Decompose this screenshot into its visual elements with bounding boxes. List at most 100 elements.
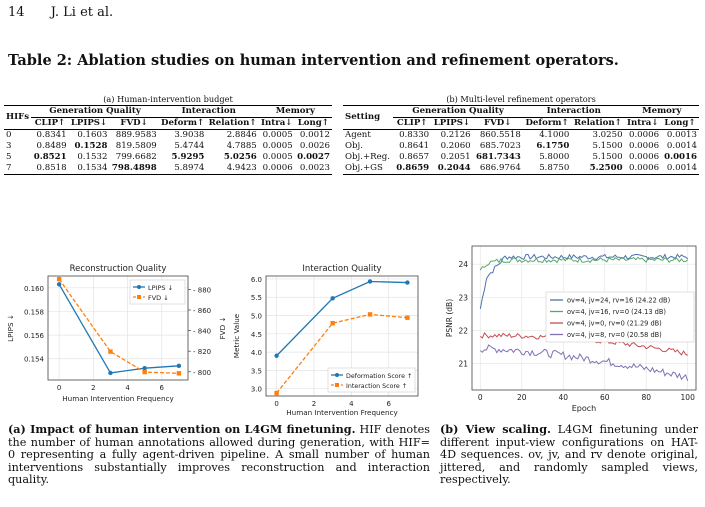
col-header: Intra↓ (260, 118, 293, 128)
col-header: Deform↑ (161, 118, 205, 128)
y-tick-label: 5.5 (251, 294, 262, 302)
y-tick-label: 0.154 (24, 356, 45, 364)
table-cell: 681.7343 (475, 152, 521, 162)
table-cell: 5.0256 (223, 152, 257, 162)
x-tick-label: 40 (558, 393, 568, 402)
y2-tick-label: - 820 (193, 348, 211, 356)
table-cell: 0.8657 (399, 152, 430, 162)
table-b-group-int: Interaction (522, 105, 625, 118)
col-header: Long↑ (297, 118, 329, 128)
legend-marker-lpips (137, 285, 141, 289)
x-tick-label: 20 (517, 393, 527, 402)
table-a-group-mem: Memory (258, 105, 332, 118)
table-cell: 0.0005 (262, 141, 293, 151)
table-cell: 0.1532 (77, 152, 108, 162)
plot-frame (471, 245, 697, 391)
y2-axis-label: FVD ↓ (218, 317, 227, 340)
table-cell: 5.8000 (539, 152, 570, 162)
table-cell: 0.0014 (666, 163, 697, 173)
table-cell: 0.0005 (262, 152, 293, 162)
x-tick-label: 6 (160, 384, 165, 392)
page-number: 14 (8, 5, 25, 20)
fvd-point (56, 276, 62, 282)
row-label: Obj.+GS (345, 163, 383, 173)
table-row: 7 0.8518 0.1534 798.4898 5.8974 4.9423 0.0006 0… (4, 163, 332, 175)
table-cell: 0.0006 (262, 163, 293, 173)
table-row: Obj.+GS 0.8659 0.2044 686.9764 5.8750 5.2500 0… (343, 163, 699, 175)
y-axis-label: LPIPS ↓ (6, 314, 15, 342)
y-tick-label: 4.5 (251, 331, 262, 339)
x-axis-label: Human Intervention Frequency (286, 408, 398, 417)
deformation-point (274, 353, 279, 358)
caption-a-text: HIF denotes the number of human annotati… (8, 423, 430, 487)
x-tick-label: 4 (349, 400, 354, 408)
table-cell: 4.7885 (226, 141, 257, 151)
y-tick-label: 21 (458, 360, 468, 369)
table-a-caption: (a) Human-intervention budget (103, 94, 233, 104)
legend-marker-deformation (335, 373, 339, 377)
legend-box (545, 291, 695, 343)
x-tick-label: 60 (600, 393, 610, 402)
legend-box (129, 279, 186, 305)
plot-frame (47, 275, 189, 381)
table-cell: 0.0006 (628, 152, 660, 162)
table-cell: 5.9295 (171, 152, 205, 162)
table-cell: 5.1500 (592, 152, 623, 162)
legend-label-lpips: LPIPS ↓ (148, 284, 173, 292)
table-cell: 5.8974 (174, 163, 205, 173)
col-header: Relation↑ (574, 118, 622, 128)
interaction-quality-chart: 3.0 3.5 4.0 4.5 5.0 5.5 6.0 0 2 4 6 Interaction Qua… (232, 264, 419, 417)
caption-a: (a) Impact of human intervention on L4GM… (8, 423, 430, 487)
x-tick-label: 2 (312, 400, 316, 408)
x-tick-label: 100 (681, 393, 696, 402)
table-row: Obj. 0.8641 0.2060 685.7023 6.1750 5.1500 0.00… (343, 141, 699, 152)
legend-marker-interaction (335, 383, 339, 387)
table-cell: 0.0016 (664, 152, 697, 162)
table-cell: 4.1000 (539, 130, 570, 140)
table-cell: 0.1603 (77, 130, 108, 140)
table-cell: 860.5518 (479, 130, 521, 140)
table-b-group-gen: Generation Quality (393, 105, 523, 118)
table-cell: 4.9423 (226, 163, 257, 173)
y2-tick-label: - 840 (193, 328, 211, 336)
y2-tick-label: - 860 (193, 307, 211, 315)
col-header: Intra↓ (627, 118, 659, 128)
y-tick-label: 4.0 (251, 349, 262, 357)
x-tick-label: 4 (125, 384, 130, 392)
series-line-1 (479, 256, 689, 271)
y-tick-label: 5.0 (251, 313, 262, 321)
table-cell: 685.7023 (479, 141, 521, 151)
x-axis-label: Epoch (572, 404, 597, 413)
col-header: FVD↓ (484, 118, 512, 128)
table-a-group-gen: Generation Quality (31, 105, 159, 118)
table-row: 3 0.8489 0.1528 819.5809 5.4744 4.7885 0.0005 0… (4, 141, 332, 152)
table-cell: 0.1534 (77, 163, 108, 173)
table-b-caption: (b) Multi-level refinement operators (446, 94, 596, 104)
caption-a-label: (a) Impact of human intervention on L4GM… (8, 422, 356, 436)
fvd-point (176, 371, 182, 376)
table-cell: 0.8518 (36, 163, 67, 173)
lpips-point (56, 282, 62, 287)
fvd-point (108, 349, 113, 354)
y-tick-label: 6.0 (251, 276, 262, 284)
y-tick-label: 0.158 (24, 308, 44, 316)
table-cell: 0.8641 (399, 141, 430, 151)
deformation-point (330, 296, 335, 301)
table-cell: 5.1500 (592, 141, 623, 151)
row-label: Obj.+Reg. (345, 152, 390, 162)
table-cell: 0.2044 (437, 163, 471, 173)
y-tick-label: 24 (458, 260, 468, 269)
legend-label-0: ov=4, jv=24, rv=16 (24.22 dB) (567, 297, 670, 305)
table-row: Obj.+Reg. 0.8657 0.2051 681.7343 5.8000 5.150… (343, 152, 699, 163)
y-axis-label: PSNR (dB) (445, 299, 454, 337)
table-cell: 6.1750 (536, 141, 570, 151)
table-cell: 2.8846 (226, 130, 257, 140)
row-label: 5 (6, 152, 12, 162)
row-label: Obj. (345, 141, 363, 151)
table-cell: 0.0006 (628, 141, 660, 151)
chart-title: Interaction Quality (302, 264, 381, 274)
table-cell: 0.8521 (33, 152, 67, 162)
col-header: Relation↑ (208, 118, 257, 128)
row-label: 3 (6, 141, 12, 151)
y-tick-label: 3.5 (251, 367, 262, 375)
